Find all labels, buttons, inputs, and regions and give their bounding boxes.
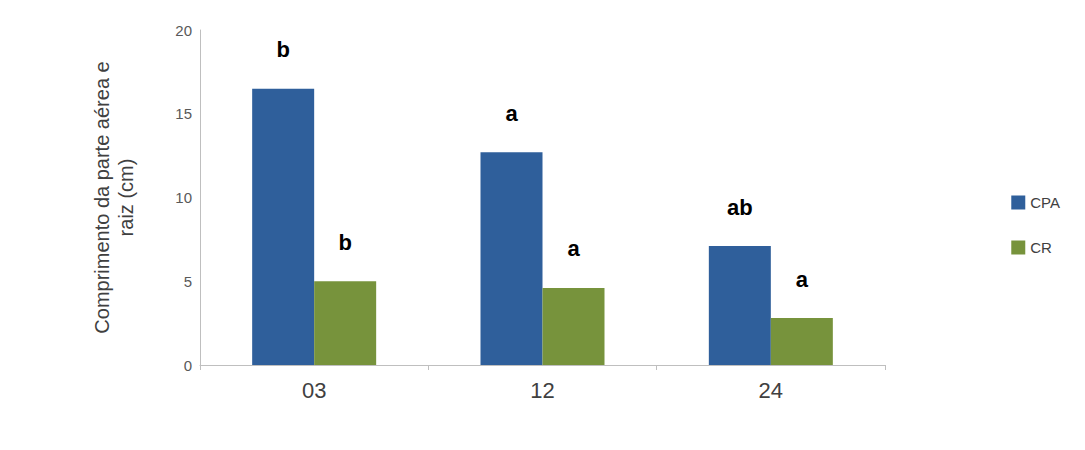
svg-text:03: 03 (302, 378, 326, 403)
svg-text:a: a (796, 267, 809, 292)
svg-text:a: a (505, 101, 518, 126)
svg-text:24: 24 (759, 378, 783, 403)
svg-text:b: b (276, 37, 289, 62)
svg-text:CR: CR (1030, 239, 1052, 256)
svg-text:b: b (338, 230, 351, 255)
svg-text:CPA: CPA (1030, 194, 1060, 211)
svg-text:20: 20 (175, 22, 192, 39)
svg-text:ab: ab (727, 195, 753, 220)
svg-text:0: 0 (184, 357, 192, 374)
svg-text:a: a (567, 236, 580, 261)
svg-text:Comprimento da parte aérea e: Comprimento da parte aérea e (91, 61, 113, 333)
svg-text:10: 10 (175, 189, 192, 206)
svg-text:raiz (cm): raiz (cm) (115, 159, 137, 237)
svg-text:5: 5 (184, 273, 192, 290)
svg-text:12: 12 (530, 378, 554, 403)
svg-text:15: 15 (175, 105, 192, 122)
